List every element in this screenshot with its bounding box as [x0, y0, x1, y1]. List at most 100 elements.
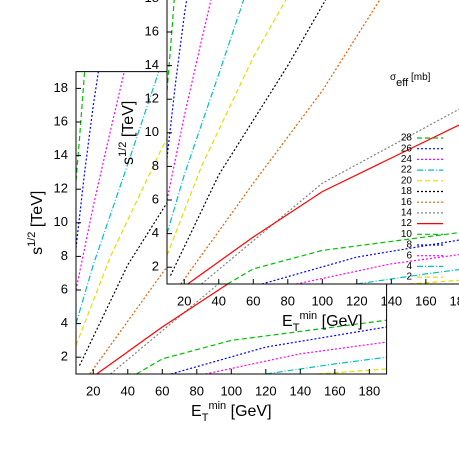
- plot-area: [167, 0, 459, 284]
- contour-line: [227, 232, 459, 284]
- x-axis-label-part: T: [202, 412, 209, 424]
- x-tick-label: 20: [177, 293, 191, 308]
- inset-background: [167, 0, 459, 284]
- contour-line: [201, 108, 459, 284]
- y-tick-label: 14: [145, 57, 159, 72]
- contour-line: [76, 72, 99, 249]
- y-axis-label-part: s: [29, 247, 46, 255]
- legend-title-part: eff: [396, 77, 409, 89]
- legend-label: 6: [406, 250, 412, 261]
- contour-line: [356, 269, 459, 284]
- contour-line: [167, 0, 287, 256]
- contour-line: [167, 0, 212, 201]
- y-axis-label: s1/2 [TeV]: [26, 191, 46, 255]
- y-tick-label: 16: [145, 23, 159, 38]
- legend-label: 14: [401, 208, 413, 219]
- x-axis-label-part: min: [208, 400, 226, 412]
- legend-label: 20: [401, 175, 413, 186]
- y-tick-label: 16: [54, 113, 68, 128]
- x-axis-label-part: min: [299, 310, 317, 322]
- x-axis-label-part: E: [191, 403, 202, 420]
- contour-line: [180, 0, 381, 284]
- x-tick-label: 80: [190, 383, 204, 398]
- contour-line: [187, 124, 459, 284]
- legend-title-part: [mb]: [408, 72, 430, 83]
- plot-frame: [166, 0, 459, 285]
- legend-label: 10: [401, 229, 413, 240]
- x-tick-label: 180: [358, 383, 380, 398]
- contour-line: [296, 254, 459, 284]
- legend-label: 2: [406, 272, 412, 283]
- y-axis-label-part: 1/2: [117, 142, 129, 157]
- x-tick-label: 60: [246, 293, 260, 308]
- legend-label: 26: [401, 143, 413, 154]
- x-tick-label: 100: [220, 383, 242, 398]
- y-tick-label: 14: [54, 147, 68, 162]
- legend-label: 18: [401, 186, 413, 197]
- contour-line: [408, 279, 459, 284]
- x-axis-label-part: [GeV]: [226, 403, 271, 420]
- legend-title: σeff [mb]: [390, 72, 431, 89]
- contour-line: [317, 368, 387, 374]
- y-tick-label: 18: [54, 80, 68, 95]
- legend-label: 24: [401, 154, 413, 165]
- y-tick-label: 8: [61, 248, 68, 263]
- contour-line: [169, 0, 327, 276]
- y-tick-label: 12: [54, 181, 68, 196]
- inset-plot: 2040608010012014016018024681012141618ETm…: [117, 0, 459, 334]
- x-axis-label: ETmin [GeV]: [282, 310, 362, 334]
- legend-label: 8: [406, 240, 412, 251]
- y-tick-label: 18: [145, 0, 159, 5]
- y-axis-label-part: s: [120, 157, 137, 165]
- x-axis-label-part: [GeV]: [317, 313, 362, 330]
- legend-label: 16: [401, 197, 413, 208]
- contour-line: [170, 326, 387, 374]
- contour-line: [167, 0, 188, 159]
- x-tick-label: 60: [155, 383, 169, 398]
- contour-line: [167, 0, 245, 234]
- y-axis-label-part: 1/2: [26, 232, 38, 247]
- y-axis-label-part: [TeV]: [29, 191, 46, 232]
- y-tick-label: 6: [61, 281, 68, 296]
- y-axis-label-part: [TeV]: [120, 101, 137, 142]
- x-tick-label: 40: [212, 293, 226, 308]
- x-tick-label: 160: [324, 383, 346, 398]
- contour-line: [261, 239, 459, 284]
- y-tick-label: 2: [61, 349, 68, 364]
- legend-label: 28: [401, 133, 413, 144]
- y-tick-label: 4: [61, 315, 68, 330]
- x-tick-label: 20: [86, 383, 100, 398]
- x-tick-label: 140: [289, 383, 311, 398]
- y-tick-label: 2: [152, 259, 159, 274]
- x-tick-label: 140: [380, 293, 402, 308]
- y-tick-label: 6: [152, 191, 159, 206]
- y-tick-label: 4: [152, 225, 159, 240]
- y-tick-label: 10: [145, 124, 159, 139]
- y-tick-label: 12: [145, 91, 159, 106]
- contour-line: [205, 341, 387, 374]
- contour-line: [76, 72, 160, 324]
- contour-line: [76, 72, 125, 291]
- y-tick-label: 10: [54, 214, 68, 229]
- legend-label: 4: [406, 261, 412, 272]
- x-tick-label: 160: [415, 293, 437, 308]
- legend-label: 12: [401, 218, 413, 229]
- contour-line: [167, 0, 175, 91]
- contour-line: [136, 319, 387, 374]
- x-tick-label: 120: [346, 293, 368, 308]
- y-axis-label: s1/2 [TeV]: [117, 101, 137, 165]
- x-tick-label: 180: [449, 293, 459, 308]
- legend-label: 22: [401, 165, 413, 176]
- x-tick-label: 120: [255, 383, 277, 398]
- x-axis-label-part: T: [293, 322, 300, 334]
- x-axis-label: ETmin [GeV]: [191, 400, 271, 424]
- x-tick-label: 40: [121, 383, 135, 398]
- legend-title-part: σ: [390, 72, 397, 83]
- x-tick-label: 80: [281, 293, 295, 308]
- y-tick-label: 8: [152, 158, 159, 173]
- x-axis-label-part: E: [282, 313, 293, 330]
- contour-line: [265, 356, 387, 374]
- contour-line: [76, 72, 86, 181]
